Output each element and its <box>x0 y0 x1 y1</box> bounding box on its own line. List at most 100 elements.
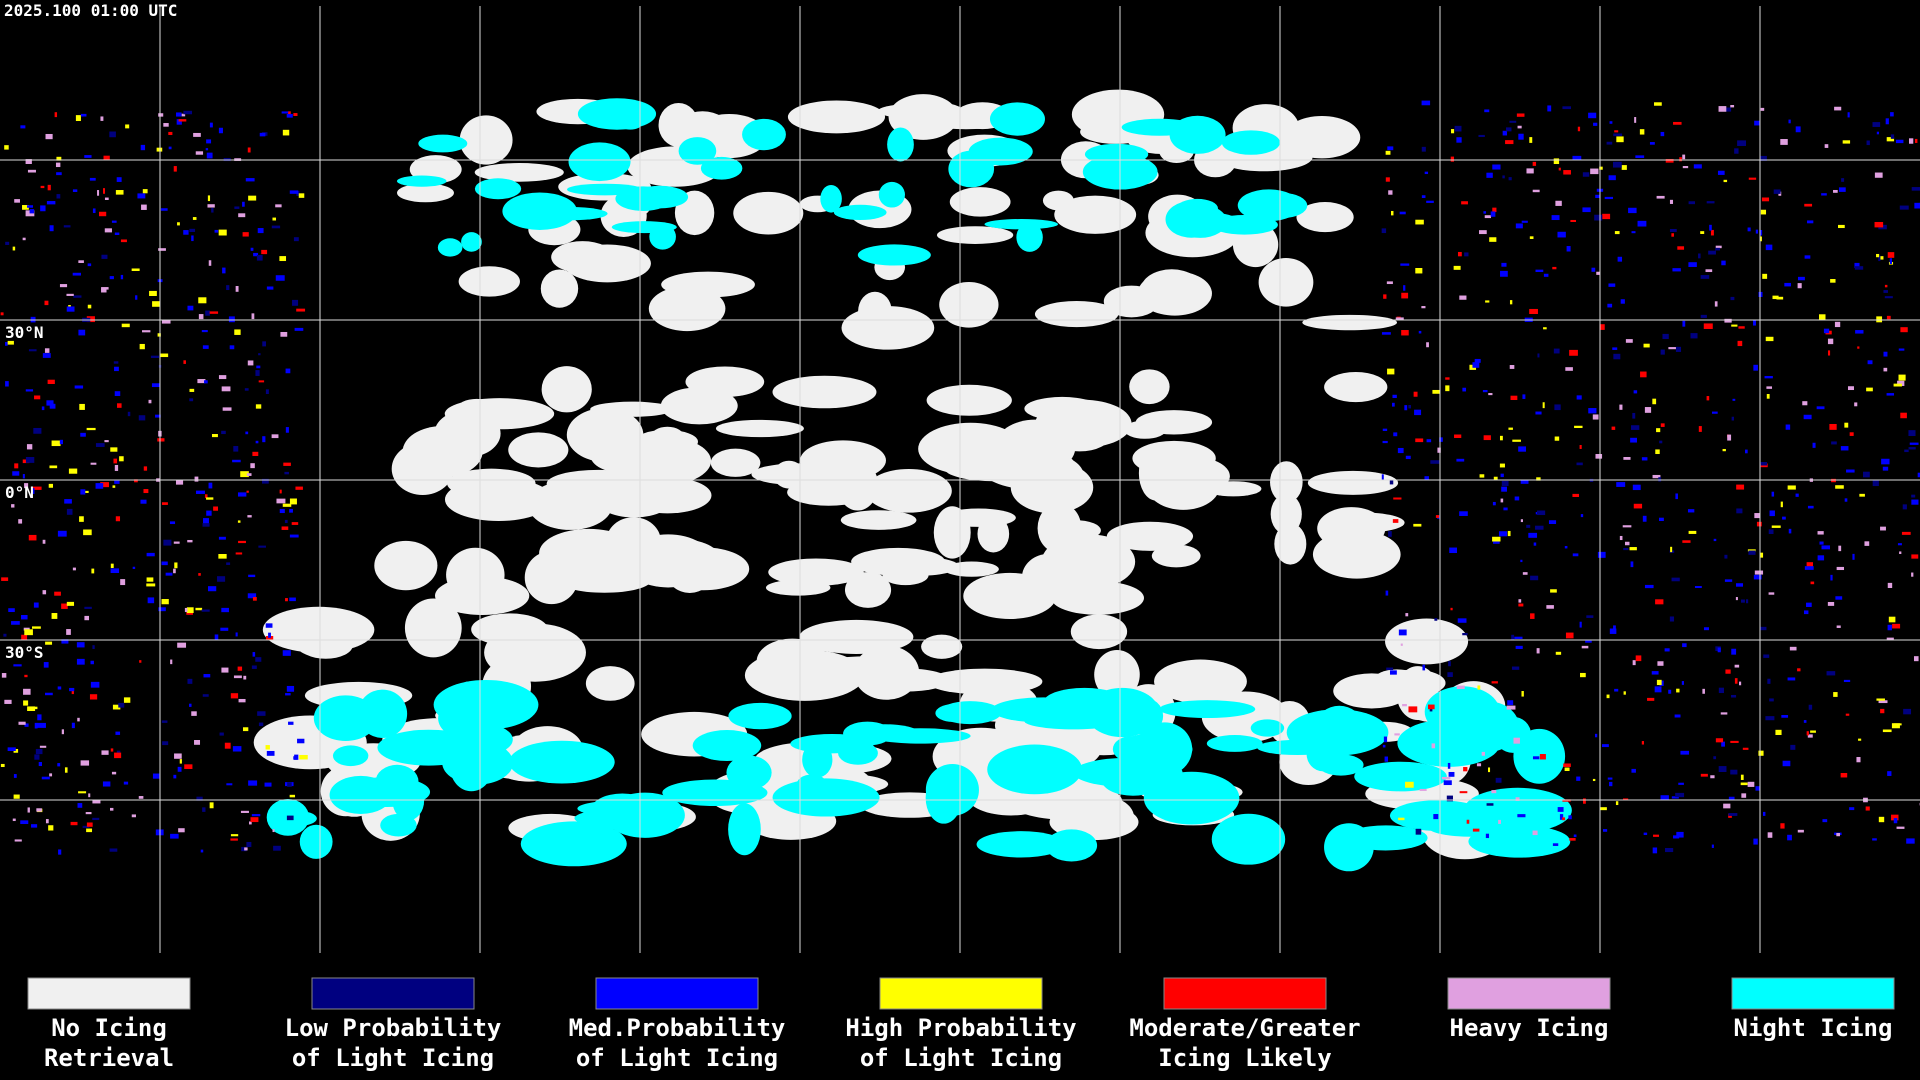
icing-speck <box>1759 229 1763 236</box>
icing-speck <box>86 316 95 323</box>
icing-speck <box>1635 655 1642 662</box>
icing-speck <box>1450 156 1455 162</box>
icing-speck <box>18 519 23 524</box>
icing-speck <box>1456 685 1465 690</box>
icing-speck <box>293 237 299 242</box>
icing-speck <box>235 552 243 555</box>
icing-speck <box>1702 688 1705 694</box>
icing-speck <box>1395 317 1404 321</box>
icing-speck <box>148 399 152 404</box>
legend-label: No Icing <box>51 1014 167 1042</box>
latitude-label: 30°N <box>5 323 44 342</box>
icing-speck <box>189 398 194 402</box>
cloud-area <box>404 598 462 658</box>
cloud-area <box>796 774 828 797</box>
icing-speck <box>1550 589 1557 593</box>
icing-speck <box>256 365 261 369</box>
icing-speck <box>23 627 30 631</box>
cloud-area <box>865 468 952 513</box>
icing-speck <box>218 229 227 236</box>
icing-speck <box>268 632 271 638</box>
icing-speck <box>1672 268 1681 272</box>
icing-speck <box>1654 686 1662 693</box>
icing-speck <box>110 563 114 569</box>
icing-speck <box>1654 102 1662 106</box>
icing-speck <box>1539 754 1546 760</box>
icing-speck <box>1499 435 1503 441</box>
icing-speck <box>1876 316 1883 323</box>
cloud-area <box>623 477 712 514</box>
cloud-area <box>508 432 569 468</box>
icing-speck <box>1392 394 1397 399</box>
icing-speck <box>1499 463 1505 468</box>
icing-speck <box>245 431 249 435</box>
icing-speck <box>1715 245 1722 249</box>
cloud-area <box>648 286 726 332</box>
icing-speck <box>1552 266 1557 270</box>
icing-speck <box>1748 550 1756 555</box>
icing-speck <box>76 642 85 648</box>
icing-speck <box>1745 449 1748 454</box>
icing-speck <box>1736 484 1745 490</box>
icing-speck <box>1554 404 1561 411</box>
icing-speck <box>45 692 53 696</box>
icing-speck <box>1543 327 1547 330</box>
cloud-area <box>800 440 886 481</box>
icing-speck <box>112 485 116 488</box>
icing-speck <box>14 199 20 203</box>
icing-speck <box>184 764 193 769</box>
icing-speck <box>234 329 241 335</box>
icing-speck <box>1897 543 1902 546</box>
icing-speck <box>1383 736 1388 743</box>
icing-speck <box>1748 177 1757 180</box>
icing-speck <box>1553 158 1560 165</box>
icing-speck <box>1413 523 1422 527</box>
icing-speck <box>1503 507 1508 511</box>
icing-speck <box>1864 541 1870 546</box>
icing-speck <box>55 162 61 168</box>
icing-speck <box>237 666 243 671</box>
icing-speck <box>279 508 285 514</box>
cloud-area <box>853 645 920 700</box>
icing-speck <box>1588 112 1597 119</box>
icing-speck <box>69 687 75 692</box>
icing-speck <box>1893 818 1898 824</box>
icing-speck <box>13 774 17 778</box>
icing-speck <box>193 132 201 137</box>
icing-speck <box>203 518 209 524</box>
icing-speck <box>1518 603 1524 607</box>
icing-speck <box>1854 262 1860 269</box>
cloud-area <box>728 702 792 730</box>
icing-speck <box>1570 219 1577 222</box>
icing-speck <box>1734 148 1739 154</box>
icing-speck <box>1422 664 1426 671</box>
icing-speck <box>1552 843 1559 846</box>
latitude-label: 30°S <box>5 643 44 662</box>
icing-speck <box>66 601 75 606</box>
icing-speck <box>72 189 78 192</box>
icing-speck <box>1485 300 1490 303</box>
icing-speck <box>1632 484 1641 491</box>
cloud-area <box>649 223 676 250</box>
icing-speck <box>266 286 274 290</box>
icing-speck <box>56 172 62 176</box>
icing-speck <box>289 190 299 194</box>
icing-speck <box>137 193 146 199</box>
icing-speck <box>1876 131 1879 135</box>
icing-speck <box>289 534 299 538</box>
icing-speck <box>40 185 45 189</box>
icing-speck <box>1789 646 1797 651</box>
icing-speck <box>1428 704 1435 710</box>
icing-speck <box>45 133 53 140</box>
icing-speck <box>123 697 131 703</box>
icing-speck <box>284 519 288 524</box>
icing-speck <box>183 110 193 115</box>
icing-speck <box>1899 551 1902 555</box>
icing-speck <box>116 177 122 182</box>
icing-speck <box>1874 172 1883 178</box>
icing-speck <box>1665 158 1674 163</box>
icing-speck <box>250 247 254 251</box>
icing-speck <box>24 629 33 636</box>
icing-speck <box>255 370 260 376</box>
icing-speck <box>265 389 269 395</box>
